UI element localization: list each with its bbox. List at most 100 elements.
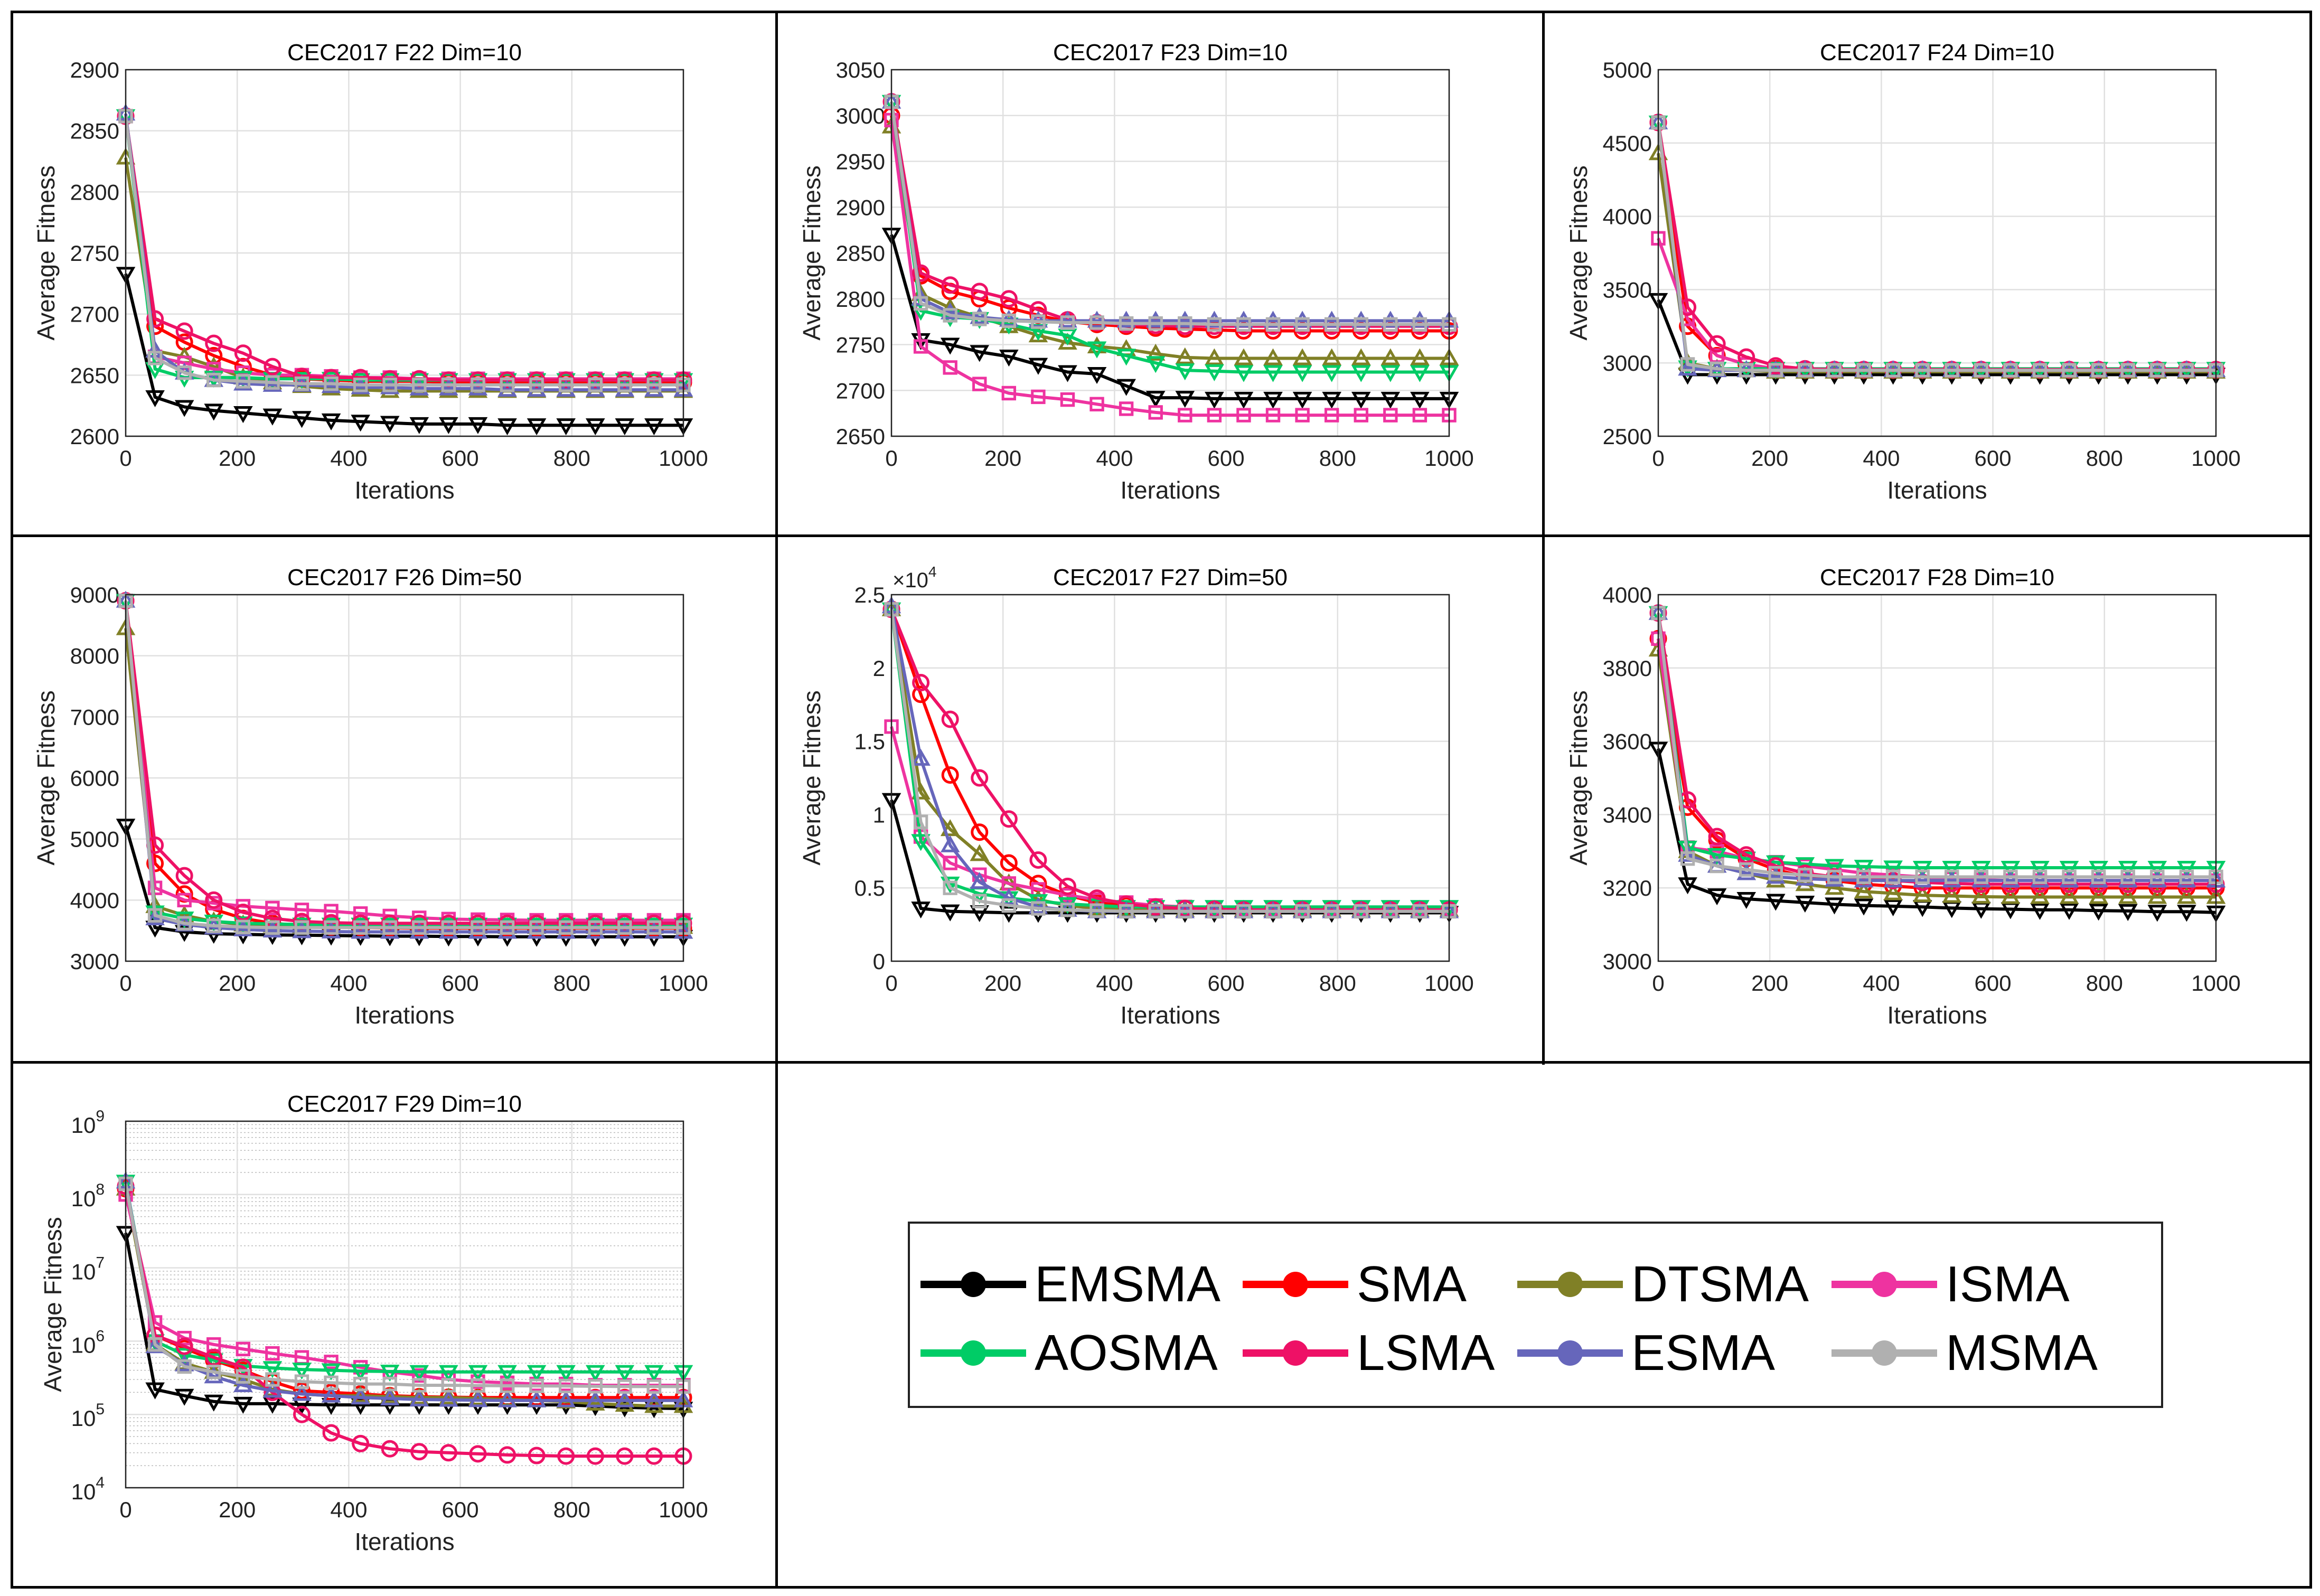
data-point-triangle-down xyxy=(1795,895,1815,913)
data-point-square xyxy=(2003,363,2018,378)
data-point-square xyxy=(177,893,192,908)
y-tick-label: 5000 xyxy=(70,827,119,852)
y-tick-label: 3000 xyxy=(1603,351,1652,375)
data-point-square xyxy=(294,1374,309,1389)
y-tick-label: 1.5 xyxy=(854,729,885,754)
data-point-triangle-up xyxy=(1971,886,1991,904)
data-point-circle xyxy=(146,310,164,328)
data-point-triangle-up xyxy=(527,922,547,939)
data-point-triangle-up xyxy=(615,380,635,397)
data-point-triangle-down xyxy=(2147,905,2167,922)
figure-frame xyxy=(11,11,2312,1589)
data-point-triangle-up xyxy=(970,307,990,324)
data-point-square xyxy=(1031,314,1046,329)
data-point-circle xyxy=(410,1443,428,1461)
axes-box xyxy=(125,69,684,437)
data-point-square xyxy=(1885,869,1901,885)
data-point-square xyxy=(1324,904,1339,919)
data-point-square xyxy=(1974,869,1989,885)
axes-box xyxy=(1657,69,2217,437)
y-axis-label: Average Fitness xyxy=(32,165,60,341)
y-tick-label: 0.5 xyxy=(854,876,885,900)
data-point-square xyxy=(500,378,515,392)
data-point-triangle-down xyxy=(1058,365,1077,382)
data-point-triangle-down xyxy=(233,370,253,388)
data-point-square xyxy=(236,374,251,389)
y-tick-label: 1 xyxy=(873,802,885,827)
data-point-triangle-down xyxy=(1678,877,1697,895)
chart-panel: 0 200 400 600 800 1000 104 105 106 107 108 109 CEC20… xyxy=(11,1062,776,1588)
data-point-triangle-up xyxy=(409,378,429,396)
data-point-triangle-up xyxy=(1087,311,1107,328)
data-point-triangle-down xyxy=(940,337,960,355)
y-tick-label: 3800 xyxy=(1603,656,1652,681)
data-point-square xyxy=(1412,408,1427,423)
data-point-triangle-down xyxy=(204,1394,224,1412)
data-point-circle xyxy=(499,1446,516,1464)
legend-item-sma: SMA xyxy=(1243,1255,1467,1313)
y-tick-label: 4000 xyxy=(1603,583,1652,607)
data-point-square xyxy=(412,1378,427,1393)
chart-title: CEC2017 F29 Dim=10 xyxy=(287,1091,522,1117)
data-point-square xyxy=(353,378,368,392)
data-point-square xyxy=(471,378,485,392)
legend-item-dtsma: DTSMA xyxy=(1517,1255,1809,1313)
data-point-triangle-down xyxy=(351,373,370,390)
data-point-square xyxy=(1768,363,1783,378)
x-tick-label: 800 xyxy=(2086,446,2123,471)
data-point-triangle-up xyxy=(1912,885,1932,903)
data-point-square xyxy=(471,1378,485,1393)
data-point-square xyxy=(617,1379,632,1394)
data-point-triangle-down xyxy=(468,417,488,434)
data-point-circle xyxy=(175,322,193,340)
chart-svg: 0 200 400 600 800 1000 3000 3200 3400 3600 3800 400… xyxy=(1565,565,2241,1029)
data-point-square xyxy=(1148,316,1163,331)
x-tick-label: 1000 xyxy=(659,446,708,471)
data-point-square xyxy=(1119,316,1134,331)
data-point-triangle-down xyxy=(409,1365,429,1382)
y-tick-label: 3200 xyxy=(1603,876,1652,900)
data-point-square xyxy=(1119,904,1134,919)
data-point-square xyxy=(1856,363,1871,378)
data-point-square xyxy=(1324,408,1339,423)
data-point-circle xyxy=(616,1447,634,1465)
legend-marker-icon xyxy=(961,1340,986,1366)
data-point-triangle-up xyxy=(439,922,458,939)
y-tick-label: 3600 xyxy=(1603,729,1652,754)
data-point-triangle-down xyxy=(1736,851,1757,869)
data-point-triangle-down xyxy=(1028,358,1048,375)
data-point-triangle-up xyxy=(1883,883,1903,900)
data-point-square xyxy=(1236,408,1251,423)
data-point-square xyxy=(2062,869,2077,885)
y-tick-label: 2 xyxy=(873,656,885,681)
data-point-square xyxy=(1119,401,1134,416)
legend-label: LSMA xyxy=(1357,1325,1495,1381)
x-tick-label: 1000 xyxy=(2191,446,2240,471)
data-point-triangle-down xyxy=(1854,859,1874,877)
chart-title: CEC2017 F24 Dim=10 xyxy=(1820,40,2054,65)
data-point-square xyxy=(1295,408,1310,423)
y-axis-label: Average Fitness xyxy=(798,165,825,341)
data-point-square xyxy=(913,296,928,311)
data-point-square xyxy=(324,376,339,391)
series-isma xyxy=(884,112,1457,423)
data-point-triangle-up xyxy=(1854,870,1874,888)
data-point-square xyxy=(1178,904,1192,919)
data-point-triangle-down xyxy=(321,1363,341,1381)
data-point-triangle-up xyxy=(585,1393,605,1411)
data-point-triangle-up xyxy=(615,1395,635,1412)
y-tick-label: 4000 xyxy=(1603,204,1652,229)
chart-title: CEC2017 F28 Dim=10 xyxy=(1820,565,2054,590)
data-point-triangle-up xyxy=(1322,348,1341,365)
data-point-triangle-down xyxy=(2147,861,2167,878)
data-point-circle xyxy=(234,344,252,362)
legend-label: AOSMA xyxy=(1035,1325,1218,1381)
x-tick-label: 600 xyxy=(1975,446,2012,471)
data-point-triangle-down xyxy=(911,834,931,851)
axes-box xyxy=(890,594,1450,962)
data-point-square xyxy=(1295,904,1310,919)
chart-svg: 0 200 400 600 800 1000 2500 3000 3500 4000 4500 500… xyxy=(1565,40,2241,504)
data-point-square xyxy=(943,880,957,895)
data-point-square xyxy=(294,920,309,935)
data-point-triangle-up xyxy=(556,922,576,939)
